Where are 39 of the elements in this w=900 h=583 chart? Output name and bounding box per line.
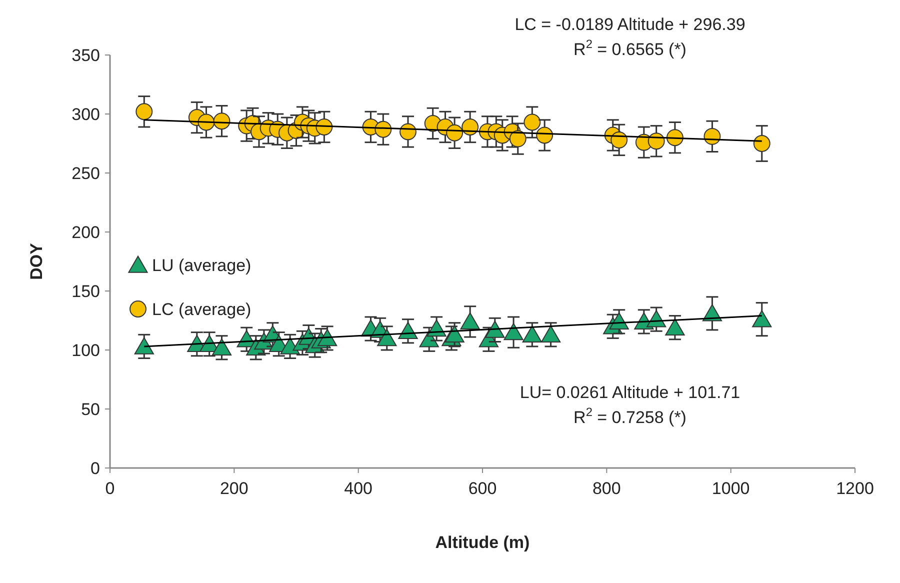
point	[752, 310, 772, 328]
point	[212, 338, 232, 356]
legend-label: LU (average)	[152, 256, 252, 275]
x-tick-label: 400	[344, 479, 373, 498]
y-tick-label: 0	[90, 458, 100, 478]
point	[136, 103, 153, 120]
annotation: R$^{2}$ = 0.7258 (*)	[574, 405, 686, 427]
y-tick-label: 350	[72, 46, 100, 65]
x-tick-label: 1000	[712, 479, 750, 498]
point	[504, 323, 524, 340]
y-tick-label: 100	[72, 340, 100, 360]
x-tick-label: 800	[592, 479, 621, 498]
text: LC = -0.0189 Altitude + 296.39	[514, 15, 746, 34]
point	[753, 135, 770, 152]
x-tick-label: 0	[105, 479, 115, 498]
point	[540, 325, 561, 343]
point	[665, 318, 685, 336]
point	[524, 114, 541, 131]
point	[134, 337, 154, 354]
point	[317, 328, 338, 346]
y-tick-label: 300	[72, 104, 100, 124]
y-tick-label: 200	[72, 222, 100, 242]
legend-label: LC (average)	[152, 300, 252, 319]
annotation: LU= 0.0261 Altitude + 101.71	[520, 383, 740, 402]
x-axis-title: Altitude (m)	[435, 533, 530, 552]
annotation: R$^{2}$ = 0.6565 (*)	[574, 37, 686, 59]
point	[522, 325, 542, 343]
point	[485, 320, 505, 338]
x-tick-label: 1200	[836, 479, 874, 498]
y-tick-label: 50	[81, 400, 100, 419]
x-tick-label: 600	[468, 479, 497, 498]
y-tick-label: 150	[72, 282, 100, 301]
point	[444, 325, 464, 343]
y-tick-label: 250	[72, 164, 100, 183]
y-axis-title: DOY	[27, 242, 46, 280]
point	[509, 130, 526, 148]
x-tick-label: 200	[220, 479, 248, 498]
point	[377, 328, 397, 346]
point	[460, 312, 480, 330]
